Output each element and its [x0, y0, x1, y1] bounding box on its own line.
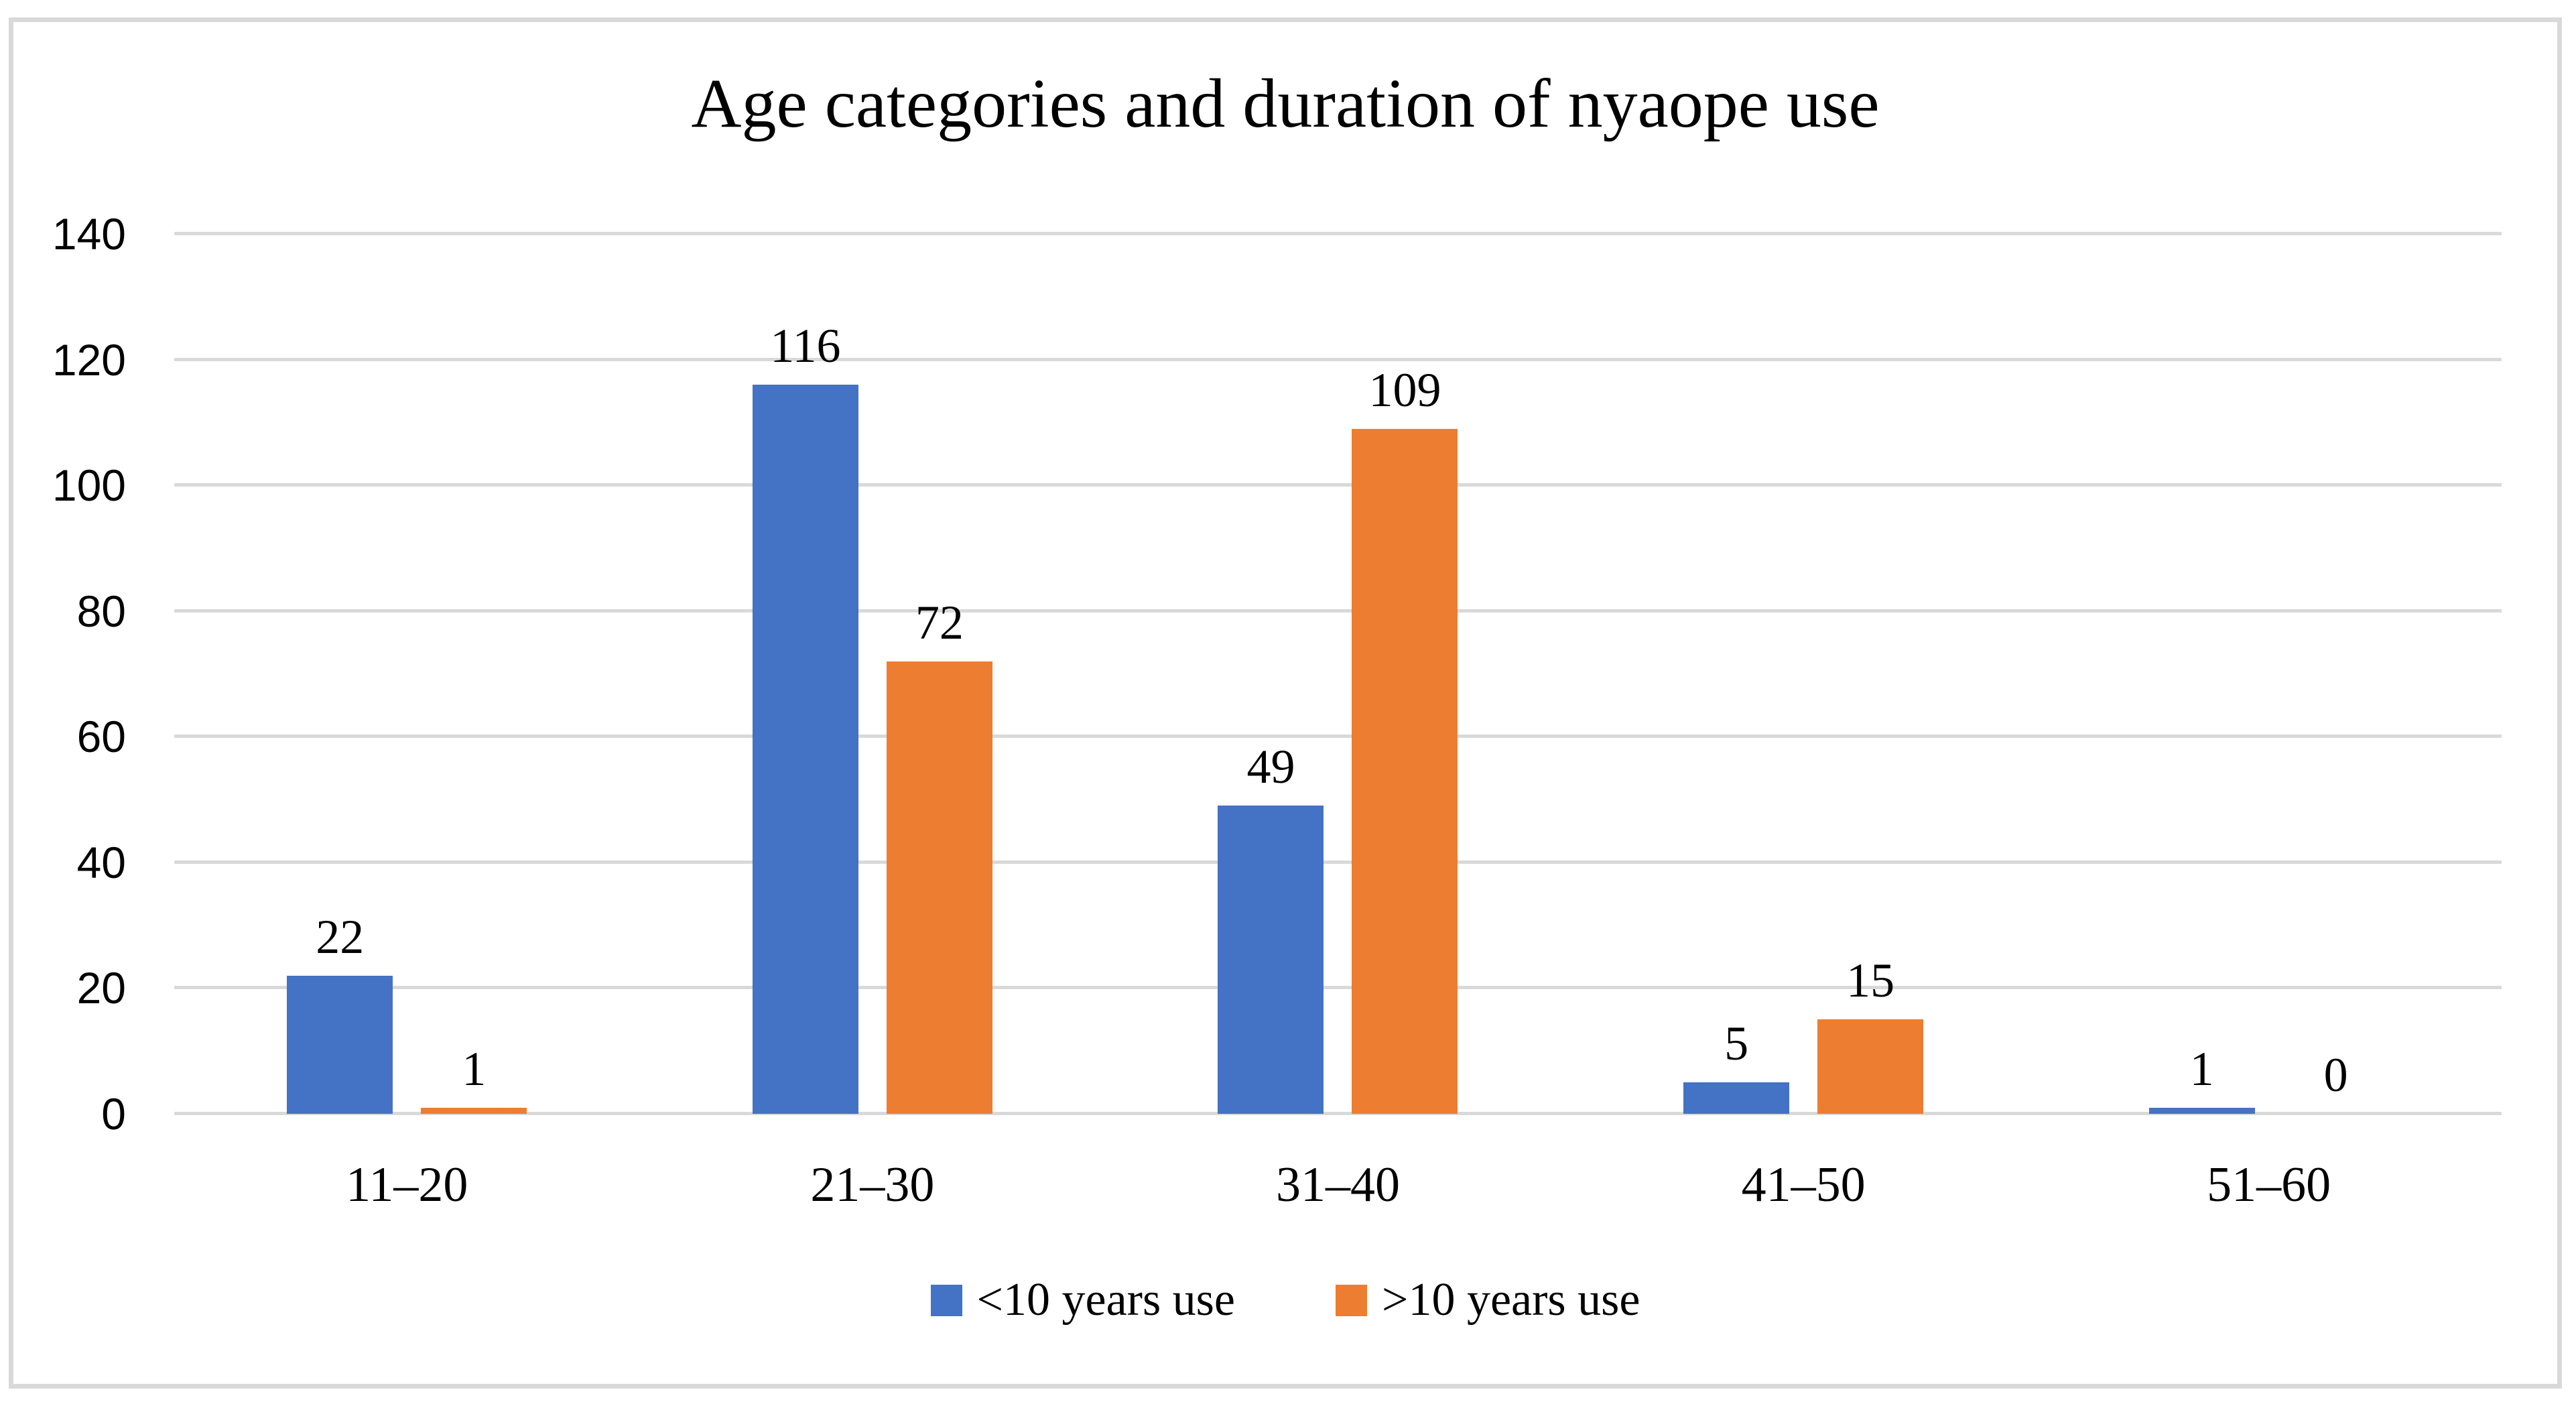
bar-groups: 22 1 116 72 49 109 5 15 1 0	[174, 234, 2502, 1114]
bar-data-label: 5	[1724, 1017, 1749, 1071]
bar-data-label: 72	[915, 595, 964, 649]
bar: 5	[1683, 1019, 1790, 1114]
y-tick-label: 20	[76, 963, 126, 1013]
y-tick-label: 40	[76, 837, 126, 887]
bar: 49	[1218, 743, 1324, 1114]
chart-title: Age categories and duration of nyaope us…	[691, 65, 1880, 142]
gridline	[174, 1112, 2502, 1115]
bar-group: 116 72	[640, 234, 1106, 1114]
gridline	[174, 609, 2502, 613]
bar-group: 5 15	[1571, 234, 2037, 1114]
bar-data-label: 22	[316, 909, 365, 964]
category-label: 11–20	[346, 1157, 468, 1212]
gridline	[174, 232, 2502, 235]
gridline	[174, 483, 2502, 487]
category-label: 51–60	[2207, 1157, 2331, 1212]
legend-label: <10 years use	[976, 1274, 1235, 1326]
legend-label: >10 years use	[1382, 1274, 1640, 1326]
bar: 109	[1352, 366, 1458, 1114]
bar-data-label: 109	[1368, 363, 1441, 417]
gridline	[174, 860, 2502, 864]
category-label: 31–40	[1275, 1157, 1400, 1212]
y-tick-label: 80	[76, 586, 126, 636]
bar-group: 22 1	[174, 234, 640, 1114]
bar-data-label: 116	[770, 319, 841, 373]
y-tick-label: 60	[76, 712, 126, 762]
category-label: 21–30	[810, 1157, 935, 1212]
chart-frame: Age categories and duration of nyaope us…	[9, 17, 2562, 1389]
bar: 72	[886, 598, 992, 1114]
bar-data-label: 15	[1846, 954, 1895, 1008]
y-tick-label: 100	[52, 460, 126, 511]
bar-data-label: 1	[462, 1041, 487, 1096]
y-tick-label: 0	[101, 1089, 126, 1139]
gridline	[174, 986, 2502, 990]
bar: 1	[2148, 1045, 2255, 1114]
legend: <10 years use >10 years use	[13, 1277, 2557, 1324]
bar: 22	[287, 913, 393, 1114]
y-tick-label: 140	[52, 209, 126, 259]
legend-item: <10 years use	[930, 1274, 1235, 1326]
category-label: 41–50	[1741, 1157, 1866, 1212]
bar-data-label: 0	[2323, 1048, 2348, 1102]
bar-data-label: 1	[2189, 1041, 2214, 1096]
legend-swatch	[930, 1284, 962, 1316]
y-tick-label: 120	[52, 334, 126, 385]
legend-item: >10 years use	[1336, 1277, 1640, 1324]
bar: 116	[752, 322, 858, 1114]
bar-data-label: 49	[1246, 740, 1295, 794]
bar-group: 49 109	[1105, 234, 1571, 1114]
bar: 15	[1817, 956, 1924, 1114]
x-axis-category-labels: 11–20 21–30 31–40 41–50 51–60	[174, 1160, 2502, 1210]
bar: 1	[421, 1045, 527, 1114]
plot-area: 22 1 116 72 49 109 5 15 1 0	[174, 232, 2502, 1115]
gridline	[174, 357, 2502, 361]
legend-swatch	[1336, 1284, 1367, 1316]
gridline	[174, 735, 2502, 739]
